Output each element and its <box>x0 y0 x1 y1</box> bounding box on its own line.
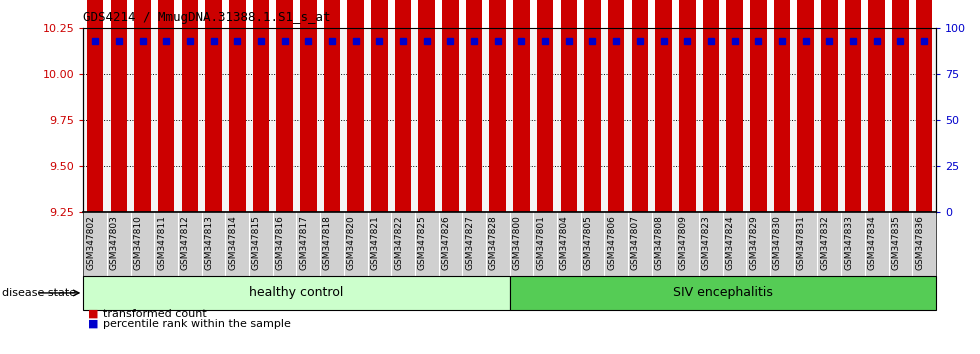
Text: GSM347800: GSM347800 <box>513 216 521 270</box>
Bar <box>158 0 174 212</box>
Bar <box>87 0 104 212</box>
Bar <box>466 0 482 212</box>
Text: percentile rank within the sample: percentile rank within the sample <box>103 319 291 329</box>
Bar <box>656 0 672 212</box>
Bar <box>845 0 861 212</box>
Text: GDS4214 / MmugDNA.31388.1.S1_s_at: GDS4214 / MmugDNA.31388.1.S1_s_at <box>83 11 331 24</box>
Bar <box>679 0 696 212</box>
Bar <box>323 0 340 212</box>
Text: GSM347822: GSM347822 <box>394 216 403 270</box>
Text: GSM347830: GSM347830 <box>773 216 782 270</box>
Bar <box>821 0 838 212</box>
Bar <box>134 0 151 212</box>
Text: GSM347829: GSM347829 <box>750 216 759 270</box>
Bar <box>868 0 885 212</box>
Text: GSM347810: GSM347810 <box>133 216 142 270</box>
Bar <box>631 0 648 212</box>
Bar <box>703 0 719 212</box>
Text: SIV encephalitis: SIV encephalitis <box>673 286 772 299</box>
Bar <box>584 0 601 212</box>
Text: GSM347836: GSM347836 <box>915 216 924 270</box>
Text: GSM347811: GSM347811 <box>157 216 167 270</box>
Text: GSM347808: GSM347808 <box>655 216 663 270</box>
Text: GSM347823: GSM347823 <box>702 216 710 270</box>
Text: GSM347806: GSM347806 <box>608 216 616 270</box>
Text: GSM347801: GSM347801 <box>536 216 545 270</box>
Text: GSM347802: GSM347802 <box>86 216 95 270</box>
Bar <box>418 0 435 212</box>
Bar <box>489 0 506 212</box>
Bar <box>750 0 766 212</box>
Text: GSM347813: GSM347813 <box>205 216 214 270</box>
Bar <box>205 0 221 212</box>
Bar <box>798 0 814 212</box>
Text: ■: ■ <box>88 319 99 329</box>
Bar <box>395 0 412 212</box>
Text: GSM347803: GSM347803 <box>110 216 119 270</box>
Text: GSM347835: GSM347835 <box>892 216 901 270</box>
Text: healthy control: healthy control <box>249 286 344 299</box>
Text: GSM347825: GSM347825 <box>417 216 426 270</box>
Bar <box>510 276 936 310</box>
Text: GSM347828: GSM347828 <box>489 216 498 270</box>
Text: ■: ■ <box>88 309 99 319</box>
Bar <box>773 0 790 212</box>
Text: GSM347805: GSM347805 <box>583 216 593 270</box>
Text: GSM347826: GSM347826 <box>441 216 451 270</box>
Bar <box>111 0 127 212</box>
Bar <box>514 0 530 212</box>
Bar <box>892 0 908 212</box>
Bar <box>276 0 293 212</box>
Bar <box>300 0 317 212</box>
Text: GSM347827: GSM347827 <box>466 216 474 270</box>
Bar <box>229 0 246 212</box>
Text: GSM347834: GSM347834 <box>867 216 877 270</box>
Text: GSM347812: GSM347812 <box>181 216 190 270</box>
Text: GSM347807: GSM347807 <box>631 216 640 270</box>
Text: GSM347820: GSM347820 <box>347 216 356 270</box>
Bar <box>347 0 364 212</box>
Text: GSM347815: GSM347815 <box>252 216 261 270</box>
Text: GSM347832: GSM347832 <box>820 216 829 270</box>
Text: disease state: disease state <box>2 288 76 298</box>
Text: GSM347814: GSM347814 <box>228 216 237 270</box>
Bar <box>915 0 932 212</box>
Text: GSM347833: GSM347833 <box>844 216 853 270</box>
Text: GSM347817: GSM347817 <box>299 216 309 270</box>
Bar <box>537 0 554 212</box>
Bar <box>726 0 743 212</box>
Text: GSM347821: GSM347821 <box>370 216 379 270</box>
Bar <box>608 0 624 212</box>
Bar <box>561 0 577 212</box>
Bar <box>83 276 510 310</box>
Bar <box>181 0 198 212</box>
Bar <box>442 0 459 212</box>
Text: GSM347816: GSM347816 <box>275 216 284 270</box>
Text: GSM347831: GSM347831 <box>797 216 806 270</box>
Bar <box>253 0 270 212</box>
Text: GSM347818: GSM347818 <box>323 216 332 270</box>
Text: transformed count: transformed count <box>103 309 207 319</box>
Text: GSM347804: GSM347804 <box>560 216 568 270</box>
Bar <box>371 0 388 212</box>
Text: GSM347824: GSM347824 <box>725 216 735 270</box>
Text: GSM347809: GSM347809 <box>678 216 687 270</box>
